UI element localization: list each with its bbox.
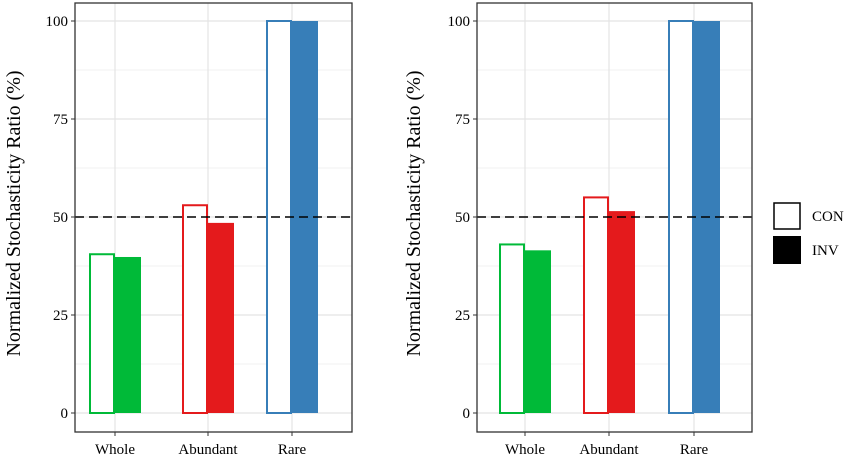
bar-con-abundant	[182, 204, 208, 414]
bar-inv-whole	[525, 250, 551, 413]
x-tick-label: Rare	[278, 442, 307, 458]
y-tick-label: 0	[463, 406, 471, 422]
bar-inv-abundant	[609, 211, 635, 413]
legend: CON INV	[773, 202, 844, 264]
chart-panel-1: 0 25 50 75 100 Whole Abundant Rare Normalized St…	[3, 2, 353, 458]
y-tick-label: 50	[455, 210, 470, 226]
y-tick-label: 100	[448, 14, 471, 30]
y-tick-label: 25	[455, 308, 470, 324]
y-tick-label: 100	[46, 14, 69, 30]
legend-label-con: CON	[812, 209, 844, 225]
bar-con-abundant	[583, 196, 609, 414]
y-tick-label: 50	[53, 210, 68, 226]
x-tick-label: Whole	[505, 442, 545, 458]
y-tick-label: 75	[455, 112, 470, 128]
bar-inv-abundant	[208, 222, 234, 413]
bar-con-whole	[499, 243, 525, 414]
y-axis-title: Normalized Stochasticity Ratio (%)	[3, 70, 25, 356]
y-tick-label: 25	[53, 308, 68, 324]
legend-label-inv: INV	[812, 243, 839, 259]
legend-key-con	[773, 202, 801, 230]
bar-con-whole	[89, 253, 115, 414]
x-tick-label: Abundant	[178, 442, 238, 458]
legend-key-inv	[773, 236, 801, 264]
x-tick-label: Whole	[95, 442, 135, 458]
bar-inv-whole	[115, 256, 141, 413]
x-tick-label: Abundant	[579, 442, 639, 458]
y-tick-label: 0	[61, 406, 69, 422]
x-tick-label: Rare	[680, 442, 709, 458]
y-tick-label: 75	[53, 112, 68, 128]
chart-panel-2: 0 25 50 75 100 Whole Abundant Rare Normalized St…	[403, 2, 753, 458]
y-axis-title: Normalized Stochasticity Ratio (%)	[403, 70, 425, 356]
